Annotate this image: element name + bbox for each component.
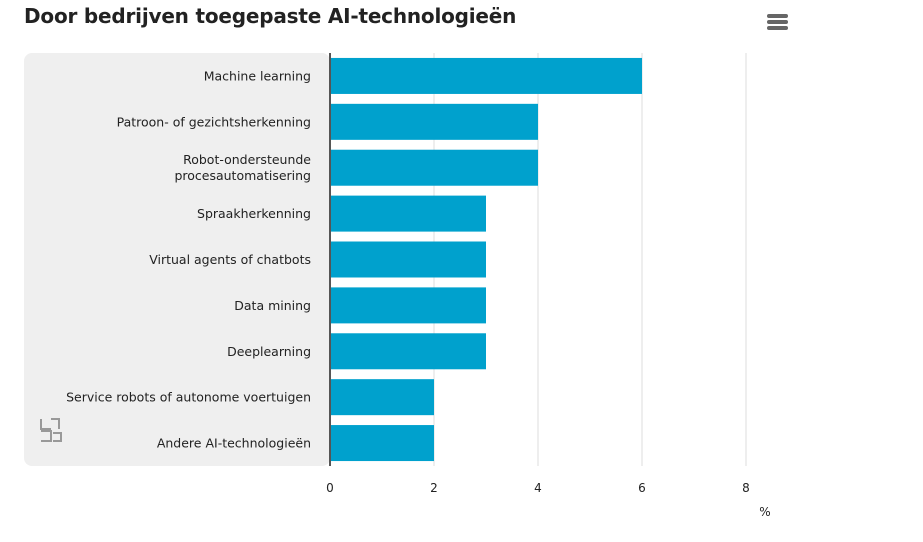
category-label-line: Andere AI-technologieën <box>157 436 311 451</box>
x-tick-label: 0 <box>326 481 334 495</box>
category-label-line: Deeplearning <box>227 344 311 359</box>
bar[interactable] <box>330 241 486 278</box>
bar[interactable] <box>330 149 538 186</box>
category-label: Andere AI-technologieën <box>157 436 311 451</box>
label-panel <box>24 53 330 466</box>
category-label-line: Service robots of autonome voertuigen <box>66 390 311 405</box>
category-label-line: Spraakherkenning <box>197 206 311 221</box>
category-label-line: Virtual agents of chatbots <box>149 252 311 267</box>
category-label-line: Machine learning <box>204 68 311 83</box>
bars <box>330 57 642 462</box>
category-label: Virtual agents of chatbots <box>149 252 311 267</box>
chart-title: Door bedrijven toegepaste AI-technologie… <box>24 4 517 28</box>
menu-line <box>767 20 788 24</box>
category-label: Spraakherkenning <box>197 206 311 221</box>
bar[interactable] <box>330 287 486 324</box>
x-tick-label: 4 <box>534 481 542 495</box>
x-tick-label: 2 <box>430 481 438 495</box>
category-label-line: Robot-ondersteunde <box>183 152 311 167</box>
category-label-line: procesautomatisering <box>174 168 311 183</box>
category-labels: Machine learning Patroon- of gezichtsherk… <box>66 68 311 450</box>
category-label: Deeplearning <box>227 344 311 359</box>
bar[interactable] <box>330 195 486 232</box>
menu-line <box>767 14 788 18</box>
x-tick-label: 8 <box>742 481 750 495</box>
category-label: Service robots of autonome voertuigen <box>66 390 311 405</box>
x-tick-labels: 0 2 4 6 8 <box>326 481 750 495</box>
category-label: Data mining <box>234 298 311 313</box>
bar[interactable] <box>330 103 538 140</box>
bar[interactable] <box>330 57 642 94</box>
cbs-logo-icon <box>40 418 62 442</box>
x-axis-unit-label: % <box>759 505 770 519</box>
bar[interactable] <box>330 333 486 370</box>
bar[interactable] <box>330 425 434 462</box>
menu-line <box>767 26 788 30</box>
x-tick-label: 6 <box>638 481 646 495</box>
category-label-line: Data mining <box>234 298 311 313</box>
category-label: Machine learning <box>204 68 311 83</box>
hamburger-menu-icon[interactable] <box>762 10 792 36</box>
category-label: Robot-ondersteunde procesautomatisering <box>174 152 311 183</box>
category-label: Patroon- of gezichtsherkenning <box>117 114 311 129</box>
bar[interactable] <box>330 379 434 416</box>
category-label-line: Patroon- of gezichtsherkenning <box>117 114 311 129</box>
